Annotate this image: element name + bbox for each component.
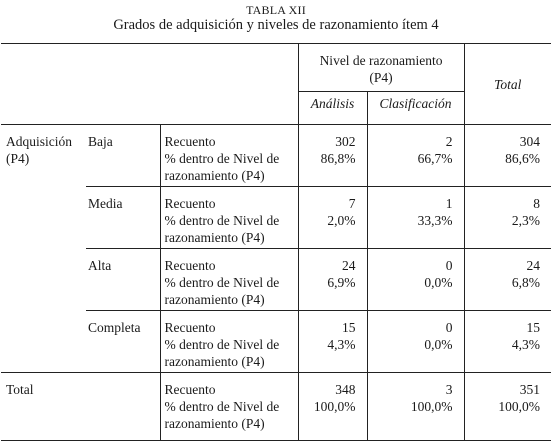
cell-count: 1 <box>445 195 453 211</box>
table-row: Media Recuento % dentro de Nivel de razo… <box>1 185 552 248</box>
measure-pct-label: % dentro de Nivel de <box>164 212 280 228</box>
cell-clasificacion: 0 0,0% <box>366 309 465 373</box>
cell-count: 348 <box>335 382 356 397</box>
cell-count: 24 <box>342 257 356 273</box>
measure-pct-label: % dentro de Nivel de <box>164 399 280 414</box>
cell-pct: 66,7% <box>417 151 453 166</box>
measure-pct-label-cont: razonamiento (P4) <box>164 291 265 307</box>
measure-pct-label: % dentro de Nivel de <box>164 274 280 290</box>
cell-total: 24 6,8% <box>463 247 552 310</box>
header-row-columns: Análisis Clasificación <box>1 91 551 125</box>
cell-count: 304 <box>519 134 541 149</box>
row-measures: Recuento % dentro de Nivel de razonamien… <box>159 124 299 186</box>
cell-pct: 86,8% <box>320 151 356 166</box>
header-row-group: Nivel de razonamiento (P4) Total <box>1 43 552 125</box>
row-measures: Recuento % dentro de Nivel de razonamien… <box>159 185 299 248</box>
measure-count-label: Recuento <box>164 195 216 211</box>
cell-pct: 4,3% <box>511 336 541 352</box>
cell-pct: 2,3% <box>511 212 541 228</box>
cell-pct: 4,3% <box>327 336 356 352</box>
cell-count: 351 <box>519 382 541 397</box>
row-group-spacer <box>1 186 86 248</box>
cell-analisis: 348 100,0% <box>297 372 368 441</box>
header-col-clasificacion: Clasificación <box>366 91 465 125</box>
measure-pct-label-cont: razonamiento (P4) <box>164 229 265 245</box>
header-col-analisis: Análisis <box>297 91 368 125</box>
row-group-label-line1: Adquisición <box>6 134 72 149</box>
cell-pct: 33,3% <box>417 212 453 228</box>
cell-count: 3 <box>445 382 453 397</box>
cell-pct: 6,9% <box>327 274 356 290</box>
cell-analisis: 7 2,0% <box>297 185 368 248</box>
measure-pct-label: % dentro de Nivel de <box>164 151 280 166</box>
cell-total: 8 2,3% <box>463 185 552 248</box>
row-measures: Recuento % dentro de Nivel de razonamien… <box>159 372 299 441</box>
table-row: Alta Recuento % dentro de Nivel de razon… <box>1 247 552 310</box>
cell-analisis: 15 4,3% <box>297 309 368 373</box>
table-title: Grados de adquisición y niveles de razon… <box>113 17 439 33</box>
cell-count: 2 <box>445 134 453 149</box>
row-level: Alta <box>86 247 160 310</box>
cell-count: 0 <box>445 319 453 335</box>
row-group-spacer <box>1 310 86 373</box>
cell-count: 15 <box>526 319 541 335</box>
cell-count: 7 <box>348 195 356 211</box>
cell-total: 304 86,6% <box>463 124 552 186</box>
cell-pct: 0,0% <box>424 274 453 290</box>
cell-pct: 2,0% <box>327 212 356 228</box>
header-group-label: Nivel de razonamiento <box>319 53 443 68</box>
cell-count: 15 <box>342 319 356 335</box>
header-group-cell: Nivel de razonamiento (P4) <box>297 43 465 92</box>
crosstab-table: Nivel de razonamiento (P4) Total Análisi… <box>1 43 552 441</box>
total-row: Total Recuento % dentro de Nivel de razo… <box>1 372 552 441</box>
measure-count-label: Recuento <box>164 382 216 397</box>
row-group-label: Adquisición (P4) <box>1 124 86 186</box>
cell-analisis: 302 86,8% <box>297 124 368 186</box>
cell-total: 15 4,3% <box>463 309 552 373</box>
row-level: Completa <box>86 309 160 373</box>
cell-pct: 6,8% <box>511 274 541 290</box>
cell-total: 351 100,0% <box>463 372 552 441</box>
header-empty-cell <box>1 43 299 125</box>
table-figure: TABLA XII Grados de adquisición y nivele… <box>1 3 552 441</box>
cell-clasificacion: 0 0,0% <box>366 247 465 310</box>
header-total: Total <box>463 43 552 125</box>
cell-count: 302 <box>335 134 356 149</box>
cell-count: 8 <box>533 195 541 211</box>
header-group-sub: (P4) <box>369 70 393 85</box>
table-number: TABLA XII <box>246 3 306 17</box>
cell-analisis: 24 6,9% <box>297 247 368 310</box>
cell-pct: 100,0% <box>410 399 453 414</box>
measure-pct-label-cont: razonamiento (P4) <box>164 416 265 431</box>
measure-count-label: Recuento <box>164 257 216 273</box>
cell-clasificacion: 1 33,3% <box>366 185 465 248</box>
cell-pct: 100,0% <box>313 399 356 414</box>
cell-count: 0 <box>445 257 453 273</box>
row-measures: Recuento % dentro de Nivel de razonamien… <box>159 247 299 310</box>
measure-pct-label: % dentro de Nivel de <box>164 336 280 352</box>
cell-pct: 86,6% <box>505 151 541 166</box>
cell-pct: 0,0% <box>424 336 453 352</box>
row-level: Media <box>86 185 160 248</box>
row-group-label-line2: (P4) <box>6 151 30 166</box>
measure-count-label: Recuento <box>164 319 216 335</box>
row-level: Baja <box>86 124 160 186</box>
measure-pct-label-cont: razonamiento (P4) <box>164 353 265 369</box>
cell-clasificacion: 2 66,7% <box>366 124 465 186</box>
measure-pct-label-cont: razonamiento (P4) <box>164 168 265 183</box>
cell-count: 24 <box>526 257 541 273</box>
total-row-label: Total <box>1 372 160 441</box>
cell-clasificacion: 3 100,0% <box>366 372 465 441</box>
table-row: Adquisición (P4) Baja Recuento % dentro … <box>1 124 552 186</box>
measure-count-label: Recuento <box>164 134 216 149</box>
row-group-spacer <box>1 248 86 310</box>
cell-pct: 100,0% <box>498 399 541 414</box>
row-measures: Recuento % dentro de Nivel de razonamien… <box>159 309 299 373</box>
table-row: Completa Recuento % dentro de Nivel de r… <box>1 309 552 373</box>
